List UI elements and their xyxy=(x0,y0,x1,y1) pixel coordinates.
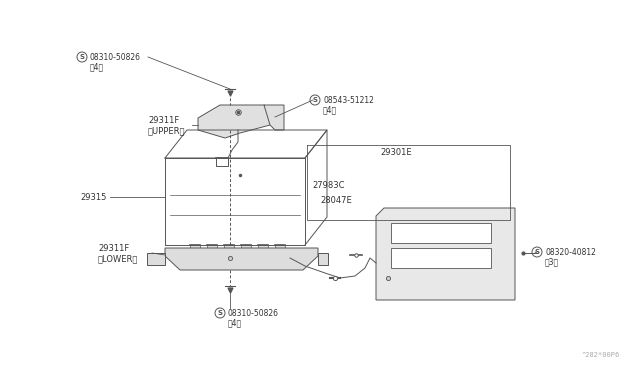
Bar xyxy=(391,248,491,268)
Polygon shape xyxy=(165,248,318,270)
Text: （LOWER）: （LOWER） xyxy=(98,254,138,263)
Text: （3）: （3） xyxy=(545,257,559,266)
Text: 28047E: 28047E xyxy=(320,196,352,205)
Text: S: S xyxy=(534,249,540,255)
Text: 08543-51212: 08543-51212 xyxy=(323,96,374,105)
Polygon shape xyxy=(264,105,284,130)
Text: （4）: （4） xyxy=(323,106,337,115)
Polygon shape xyxy=(198,105,275,138)
Text: 29311F: 29311F xyxy=(98,244,129,253)
Bar xyxy=(391,223,491,243)
Text: 27983C: 27983C xyxy=(312,180,344,189)
Bar xyxy=(275,245,285,251)
Text: 29301E: 29301E xyxy=(380,148,412,157)
Text: 08310-50826: 08310-50826 xyxy=(90,52,141,61)
Text: S: S xyxy=(79,54,84,60)
Text: 29311F: 29311F xyxy=(148,115,179,125)
Bar xyxy=(241,245,251,251)
Text: S: S xyxy=(218,310,223,316)
Text: 08310-50826: 08310-50826 xyxy=(228,308,279,317)
Text: ^282*00P6: ^282*00P6 xyxy=(582,352,620,358)
Polygon shape xyxy=(318,253,328,265)
Text: 08320-40812: 08320-40812 xyxy=(545,247,596,257)
Polygon shape xyxy=(376,208,515,300)
Bar xyxy=(224,245,234,251)
Text: （UPPER）: （UPPER） xyxy=(148,126,186,135)
Bar xyxy=(190,245,200,251)
Polygon shape xyxy=(147,253,165,265)
Text: （4）: （4） xyxy=(228,318,242,327)
Text: 29315: 29315 xyxy=(80,192,106,202)
Bar xyxy=(207,245,217,251)
Text: S: S xyxy=(312,97,317,103)
Bar xyxy=(258,245,268,251)
Text: （4）: （4） xyxy=(90,62,104,71)
